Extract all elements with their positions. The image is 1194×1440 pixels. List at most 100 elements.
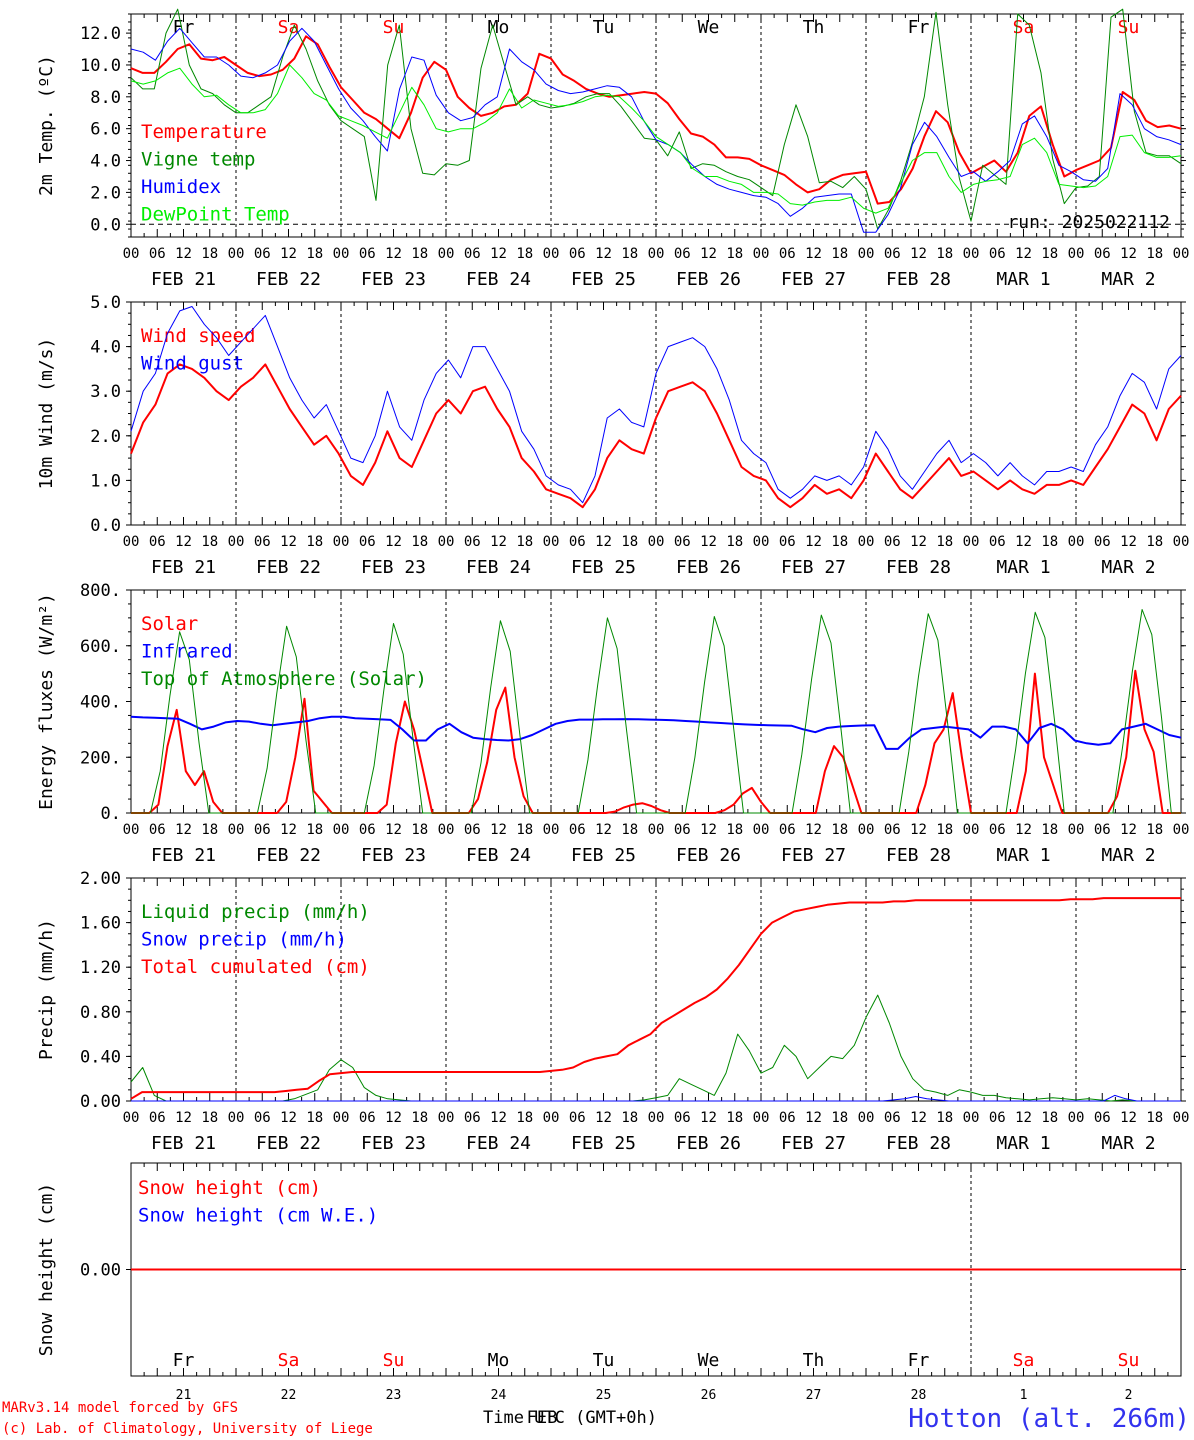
snow-ylabel: Snow height (cm) xyxy=(36,1183,57,1356)
temp-ytick-label: 12.0 xyxy=(80,24,121,44)
temp-hour-label: 12 xyxy=(1120,246,1137,262)
precip-hour-label: 00 xyxy=(753,1110,770,1126)
flux-hour-label: 06 xyxy=(149,822,166,838)
flux-hour-label: 06 xyxy=(989,822,1006,838)
precip-day-label: FEB 25 xyxy=(571,1133,636,1154)
wind-series-line xyxy=(130,306,1182,504)
flux-series-line xyxy=(130,715,1182,750)
precip-hour-label: 18 xyxy=(831,1110,848,1126)
weekday-label-top: Tu xyxy=(593,17,615,38)
precip-hour-label: 00 xyxy=(543,1110,560,1126)
precip-legend-entry: Total cumulated (cm) xyxy=(141,956,370,978)
precip-hour-label: 06 xyxy=(1094,1110,1111,1126)
precip-ytick-label: 0.40 xyxy=(80,1047,121,1067)
temp-hour-label: 06 xyxy=(359,246,376,262)
wind-hour-label: 12 xyxy=(385,534,402,550)
temp-ytick-label: 4.0 xyxy=(90,152,121,172)
credit-line-2: (c) Lab. of Climatology, University of L… xyxy=(2,1421,373,1437)
wind-hour-label: 18 xyxy=(1041,534,1058,550)
flux-hour-label: 18 xyxy=(1041,822,1058,838)
temp-day-label: FEB 22 xyxy=(256,269,321,290)
temp-hour-label: 06 xyxy=(569,246,586,262)
weekday-label-bottom: Su xyxy=(1118,1350,1140,1371)
wind-day-label: FEB 28 xyxy=(886,557,951,578)
wind-legend-entry: Wind speed xyxy=(141,325,255,347)
weekday-label-top: Th xyxy=(803,17,825,38)
wind-hour-label: 18 xyxy=(726,534,743,550)
temp-hour-label: 18 xyxy=(831,246,848,262)
wind-day-label: FEB 23 xyxy=(361,557,426,578)
flux-day-label: FEB 22 xyxy=(256,845,321,866)
precip-hour-label: 00 xyxy=(963,1110,980,1126)
temp-hour-label: 12 xyxy=(385,246,402,262)
precip-hour-label: 12 xyxy=(385,1110,402,1126)
weekday-label-bottom: Tu xyxy=(593,1350,615,1371)
wind-hour-label: 18 xyxy=(411,534,428,550)
precip-hour-label: 06 xyxy=(149,1110,166,1126)
weekday-label-bottom: Th xyxy=(803,1350,825,1371)
temp-hour-label: 00 xyxy=(333,246,350,262)
precip-day-label: MAR 1 xyxy=(996,1133,1050,1154)
flux-day-label: MAR 1 xyxy=(996,845,1050,866)
precip-hour-label: 00 xyxy=(123,1110,140,1126)
temp-series-line xyxy=(130,27,1182,233)
credit-line-1: MARv3.14 model forced by GFS xyxy=(2,1400,238,1416)
wind-hour-label: 00 xyxy=(333,534,350,550)
temp-day-label: MAR 1 xyxy=(996,269,1050,290)
temp-hour-label: 18 xyxy=(726,246,743,262)
flux-hour-label: 18 xyxy=(306,822,323,838)
flux-hour-label: 06 xyxy=(779,822,796,838)
flux-ytick-label: 0. xyxy=(101,804,121,824)
flux-ylabel: Energy fluxes (W/m²) xyxy=(36,593,57,810)
flux-hour-label: 12 xyxy=(490,822,507,838)
wind-series-line xyxy=(130,363,1182,509)
wind-day-label: FEB 21 xyxy=(151,557,216,578)
day-number-label: 22 xyxy=(281,1388,297,1403)
wind-hour-label: 12 xyxy=(1120,534,1137,550)
flux-hour-label: 12 xyxy=(910,822,927,838)
day-number-label: 21 xyxy=(176,1388,192,1403)
flux-hour-label: 00 xyxy=(963,822,980,838)
wind-hour-label: 06 xyxy=(569,534,586,550)
wind-day-label: FEB 24 xyxy=(466,557,531,578)
flux-hour-label: 18 xyxy=(831,822,848,838)
temp-hour-label: 12 xyxy=(700,246,717,262)
precip-hour-label: 06 xyxy=(254,1110,271,1126)
flux-day-label: FEB 28 xyxy=(886,845,951,866)
temp-hour-label: 12 xyxy=(490,246,507,262)
precip-hour-label: 12 xyxy=(280,1110,297,1126)
x-axis-title: Time UTC (GMT+0h) xyxy=(483,1408,657,1428)
wind-ytick-label: 5.0 xyxy=(90,293,121,313)
temp-series-line xyxy=(130,64,1182,214)
flux-legend-entry: Solar xyxy=(141,613,198,635)
temp-hour-label: 00 xyxy=(963,246,980,262)
temp-day-label: FEB 21 xyxy=(151,269,216,290)
wind-day-label: FEB 22 xyxy=(256,557,321,578)
flux-hour-label: 12 xyxy=(385,822,402,838)
precip-hour-label: 06 xyxy=(464,1110,481,1126)
flux-day-label: FEB 27 xyxy=(781,845,846,866)
wind-hour-label: 18 xyxy=(1146,534,1163,550)
wind-ytick-label: 2.0 xyxy=(90,427,121,447)
wind-hour-label: 00 xyxy=(123,534,140,550)
precip-day-label: MAR 2 xyxy=(1101,1133,1155,1154)
day-number-label: 26 xyxy=(701,1388,717,1403)
temp-day-label: FEB 26 xyxy=(676,269,741,290)
temp-series-line xyxy=(130,35,1182,205)
temp-hour-label: 12 xyxy=(595,246,612,262)
temp-legend-entry: Vigne temp xyxy=(141,149,255,171)
precip-legend-entry: Snow precip (mm/h) xyxy=(141,929,347,951)
temp-hour-label: 12 xyxy=(910,246,927,262)
flux-hour-label: 00 xyxy=(438,822,455,838)
flux-hour-label: 12 xyxy=(805,822,822,838)
run-label: run: 2025022112 xyxy=(1007,212,1170,233)
day-number-label: 1 xyxy=(1020,1388,1028,1403)
flux-hour-label: 06 xyxy=(1094,822,1111,838)
flux-day-label: FEB 24 xyxy=(466,845,531,866)
precip-hour-label: 18 xyxy=(201,1110,218,1126)
precip-hour-label: 12 xyxy=(1015,1110,1032,1126)
panel-snow: 0.00 Snow height (cm) Snow height (cm) Snow… xyxy=(36,1162,1186,1403)
precip-hour-label: 12 xyxy=(1120,1110,1137,1126)
panel-temp: 12.0 10.0 8.0 6.0 4.0 2.0 0.0 2m Temp. (ºC) 00 06… xyxy=(36,8,1189,290)
